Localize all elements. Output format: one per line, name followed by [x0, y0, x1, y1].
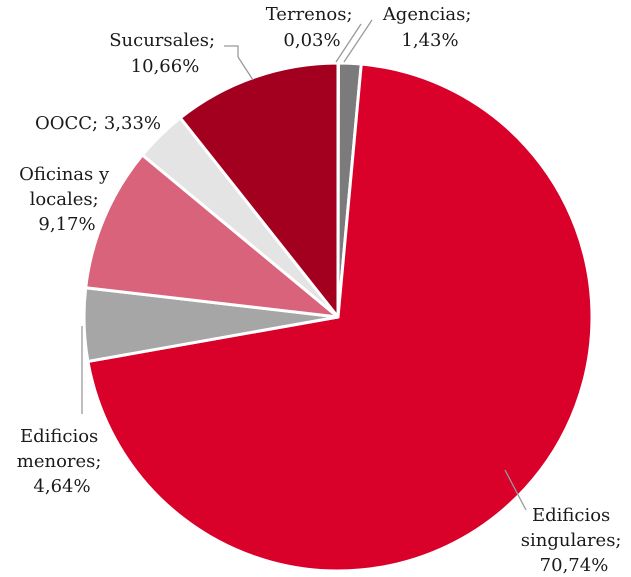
label-singulares-value: 70,74%	[540, 555, 609, 576]
slice-labels: Terrenos; 0,03% Agencias; 1,43% Sucursal…	[17, 4, 627, 576]
leader-line-sucursales	[237, 56, 254, 81]
pie-slice-3	[86, 62, 594, 573]
label-oficinas-line2: locales;	[30, 189, 99, 210]
leader-line-agencias	[343, 19, 373, 63]
label-oficinas-value: 9,17%	[38, 214, 95, 235]
label-oficinas-line1: Oficinas y	[19, 164, 110, 185]
label-sucursales: Sucursales; 10,66%	[109, 30, 221, 77]
label-agencias: Agencias; 1,43%	[382, 4, 477, 51]
label-sucursales-name: Sucursales;	[109, 30, 215, 51]
label-menores-line2: menores;	[17, 451, 102, 472]
leader-line-sucursales-tick	[224, 45, 239, 57]
label-terrenos-value: 0,03%	[283, 30, 340, 51]
label-singulares-line1: Edificios	[532, 505, 610, 526]
label-agencias-name: Agencias;	[382, 4, 472, 25]
label-singulares: Edificios singulares; 70,74%	[521, 505, 627, 576]
leader-line-terrenos	[335, 23, 362, 63]
label-oficinas: Oficinas y locales; 9,17%	[19, 164, 115, 235]
pie-slices	[82, 61, 594, 573]
pie-slice-7	[178, 61, 340, 319]
leader-lines	[81, 19, 527, 511]
label-menores-value: 4,64%	[33, 476, 90, 497]
label-terrenos-name: Terrenos;	[266, 4, 353, 25]
label-agencias-value: 1,43%	[401, 30, 458, 51]
label-menores: Edificios menores; 4,64%	[17, 426, 107, 497]
label-singulares-line2: singulares;	[521, 530, 622, 551]
label-terrenos: Terrenos; 0,03%	[266, 4, 359, 51]
label-oocc-text: OOCC; 3,33%	[35, 113, 161, 134]
label-oocc: OOCC; 3,33%	[35, 113, 161, 134]
label-sucursales-value: 10,66%	[131, 56, 200, 77]
pie-slice-5	[84, 153, 340, 319]
leader-line-singulares	[504, 469, 527, 511]
label-menores-line1: Edificios	[20, 426, 98, 447]
